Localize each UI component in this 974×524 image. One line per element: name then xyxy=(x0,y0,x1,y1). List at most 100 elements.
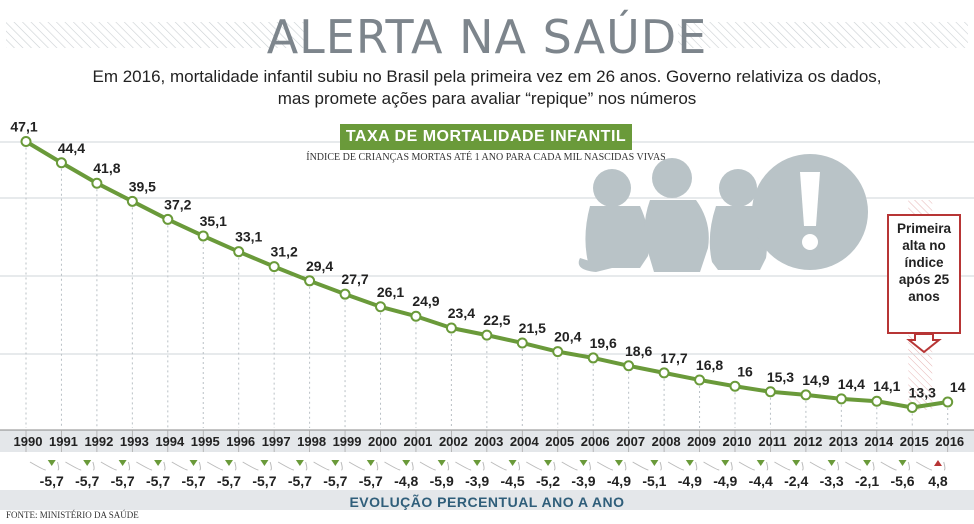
pct-arc-left-2007 xyxy=(596,461,614,471)
gridlines xyxy=(0,141,974,355)
value-label-1997: 31,2 xyxy=(271,244,298,260)
tick-label-2009: 2009 xyxy=(687,434,716,449)
value-label-2010: 16 xyxy=(737,363,753,379)
tick-label-1996: 1996 xyxy=(226,434,255,449)
pct-label-2015: -5,6 xyxy=(890,473,914,489)
children-silhouette-icon xyxy=(578,158,768,272)
pct-label-1993: -5,7 xyxy=(111,473,135,489)
pct-label-2012: -2,4 xyxy=(784,473,808,489)
pct-arc-left-2013 xyxy=(809,461,826,471)
value-label-1995: 35,1 xyxy=(200,213,227,229)
exclaim-dot xyxy=(802,234,818,250)
pct-marker-1997 xyxy=(260,460,269,466)
value-label-2002: 23,4 xyxy=(448,305,475,321)
point-2002 xyxy=(445,322,457,334)
value-label-2005: 20,4 xyxy=(554,329,581,345)
pct-arc-left-2004 xyxy=(490,461,507,471)
pct-arc-left-2015 xyxy=(880,461,897,471)
pct-label-1997: -5,7 xyxy=(252,473,276,489)
point-1992 xyxy=(91,177,103,189)
point-1993 xyxy=(126,195,138,207)
pct-arc-left-1996 xyxy=(206,461,224,471)
pct-marker-1992 xyxy=(83,460,92,466)
pct-marker-1996 xyxy=(224,460,233,466)
value-label-2011: 15,3 xyxy=(767,369,794,385)
value-label-2007: 18,6 xyxy=(625,343,652,359)
pct-arc-left-2003 xyxy=(455,461,472,471)
point-2012 xyxy=(800,389,812,401)
pct-marker-2011 xyxy=(756,460,765,466)
pct-arc-left-2002 xyxy=(419,461,436,471)
pct-arc-left-2014 xyxy=(845,461,862,471)
pct-arc-right-2000 xyxy=(376,461,379,471)
pct-arc-left-1998 xyxy=(277,461,294,471)
point-2013 xyxy=(835,393,847,405)
pct-label-1996: -5,7 xyxy=(217,473,241,489)
pct-arc-right-2008 xyxy=(659,461,662,471)
child-3-body xyxy=(709,206,768,270)
tick-label-2014: 2014 xyxy=(864,434,894,449)
pct-arc-left-2010 xyxy=(703,461,720,471)
pct-arc-left-1997 xyxy=(242,461,259,471)
tick-label-2015: 2015 xyxy=(900,434,929,449)
pct-label-2008: -5,1 xyxy=(642,473,666,489)
pct-arc-left-1992 xyxy=(65,461,82,471)
point-2015 xyxy=(906,402,918,414)
exclamation-icon xyxy=(752,154,868,270)
tick-label-1997: 1997 xyxy=(262,434,291,449)
value-label-2000: 26,1 xyxy=(377,284,404,300)
tick-label-2008: 2008 xyxy=(652,434,681,449)
pct-arc-right-2016 xyxy=(943,461,946,471)
point-2016 xyxy=(942,396,954,408)
pct-arc-right-1999 xyxy=(340,461,343,471)
pct-arc-right-2006 xyxy=(588,461,591,471)
pct-marker-2007 xyxy=(614,460,623,466)
source-note: FONTE: MINISTÉRIO DA SAÚDE xyxy=(6,510,139,520)
pct-marker-1993 xyxy=(118,460,127,466)
tick-label-2003: 2003 xyxy=(474,434,503,449)
pct-label-2000: -5,7 xyxy=(359,473,383,489)
x-axis: 1990 1991 1992 1993 1994 1995 1996 1997 1998 1999… xyxy=(0,429,974,452)
point-2010 xyxy=(729,380,741,392)
pct-marker-1991 xyxy=(47,460,56,466)
pct-marker-2001 xyxy=(402,460,411,466)
point-1999 xyxy=(339,288,351,300)
pct-marker-2004 xyxy=(508,460,517,466)
pct-marker-2000 xyxy=(366,460,375,466)
value-label-2014: 14,1 xyxy=(873,378,900,394)
tick-label-2002: 2002 xyxy=(439,434,468,449)
pct-arc-left-2016 xyxy=(915,461,933,471)
tick-label-1995: 1995 xyxy=(191,434,220,449)
pct-label-band xyxy=(0,490,974,510)
pct-arc-right-2010 xyxy=(730,461,733,471)
pct-label-2009: -4,9 xyxy=(678,473,702,489)
point-2003 xyxy=(481,329,493,341)
child-3-head xyxy=(719,169,757,207)
point-1998 xyxy=(304,275,316,287)
pct-marker-1995 xyxy=(189,460,198,466)
pct-arc-left-2009 xyxy=(667,461,684,471)
subtitle: Em 2016, mortalidade infantil subiu no B… xyxy=(0,66,974,110)
pct-label-1991: -5,7 xyxy=(40,473,64,489)
point-1990 xyxy=(20,136,32,148)
value-label-2003: 22,5 xyxy=(483,312,510,328)
pct-change-row: -5,7 -5,7 -5,7 -5,7 -5,7 -5,7 -5,7 -5,7 -5,7 -5,7… xyxy=(0,460,974,510)
tick-label-1994: 1994 xyxy=(155,434,185,449)
pct-marker-2015 xyxy=(898,460,907,466)
value-label-1999: 27,7 xyxy=(341,271,368,287)
point-1997 xyxy=(268,261,280,273)
pct-arc-left-1991 xyxy=(29,461,46,471)
pct-arc-left-2011 xyxy=(738,461,755,471)
tick-label-2001: 2001 xyxy=(403,434,432,449)
pct-label-2010: -4,9 xyxy=(713,473,737,489)
pct-marker-2008 xyxy=(650,460,659,466)
pct-arc-right-2001 xyxy=(411,461,414,471)
value-label-2016: 14 xyxy=(950,379,966,395)
tick-label-2012: 2012 xyxy=(793,434,822,449)
child-1-head xyxy=(593,169,631,207)
point-2009 xyxy=(694,374,706,386)
point-2005 xyxy=(552,346,564,358)
pct-arc-left-2005 xyxy=(526,461,543,471)
point-1994 xyxy=(162,213,174,225)
data-points xyxy=(20,136,954,414)
